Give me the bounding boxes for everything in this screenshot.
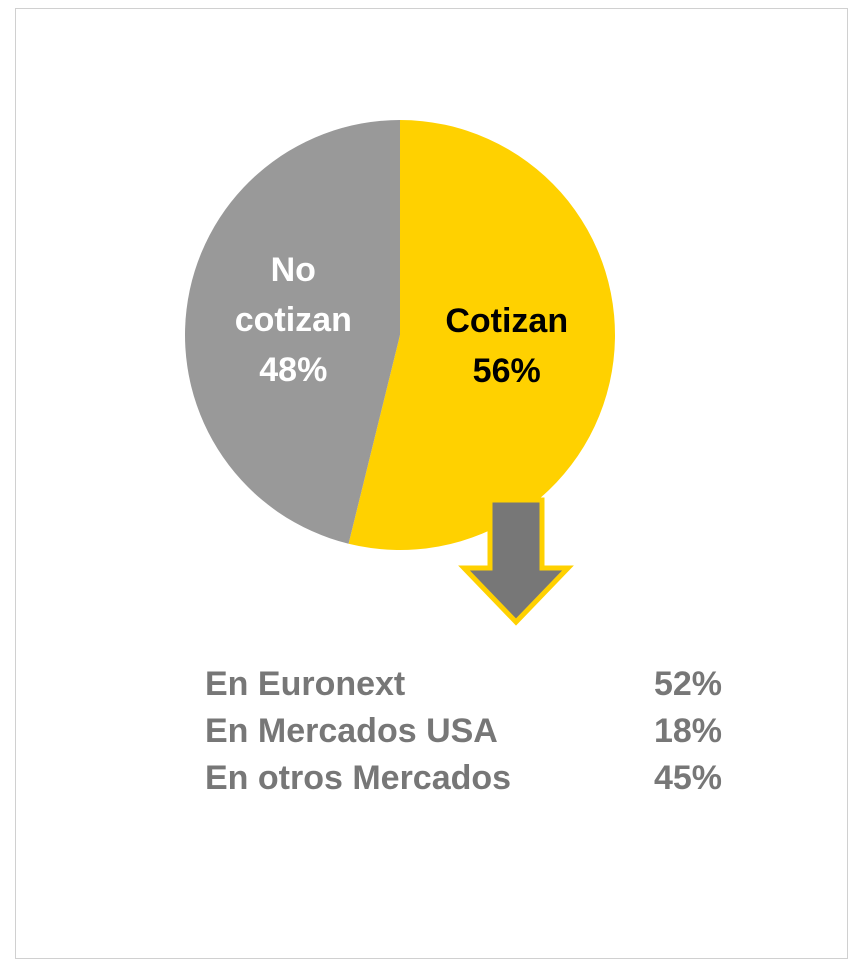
slice-category: No cotizan bbox=[235, 251, 352, 339]
breakdown-label: En Mercados USA bbox=[205, 712, 498, 750]
slice-category-word: No bbox=[271, 251, 316, 289]
slice-category: Cotizan bbox=[445, 302, 568, 340]
breakdown-label: En Euronext bbox=[205, 665, 405, 703]
slice-category-word: cotizan bbox=[235, 301, 352, 339]
breakdown-label: En otros Mercados bbox=[205, 759, 511, 797]
pie-slice bbox=[185, 120, 400, 544]
breakdown-value: 45% bbox=[654, 759, 722, 797]
pie-slice bbox=[348, 120, 615, 550]
arrow bbox=[458, 497, 574, 626]
breakdown-value: 52% bbox=[654, 665, 722, 703]
slice-value-label: 56% bbox=[473, 352, 541, 390]
slice-value-label: 48% bbox=[259, 351, 327, 389]
slice-label: No cotizan 48% bbox=[235, 251, 352, 389]
pie: Cotizan 56% No cotizan 48% bbox=[185, 120, 615, 550]
slice-label: Cotizan 56% bbox=[445, 302, 568, 390]
breakdown-list: En Euronext 52% En Mercados USA 18% En otros… bbox=[205, 665, 722, 797]
breakdown-value: 18% bbox=[654, 712, 722, 750]
